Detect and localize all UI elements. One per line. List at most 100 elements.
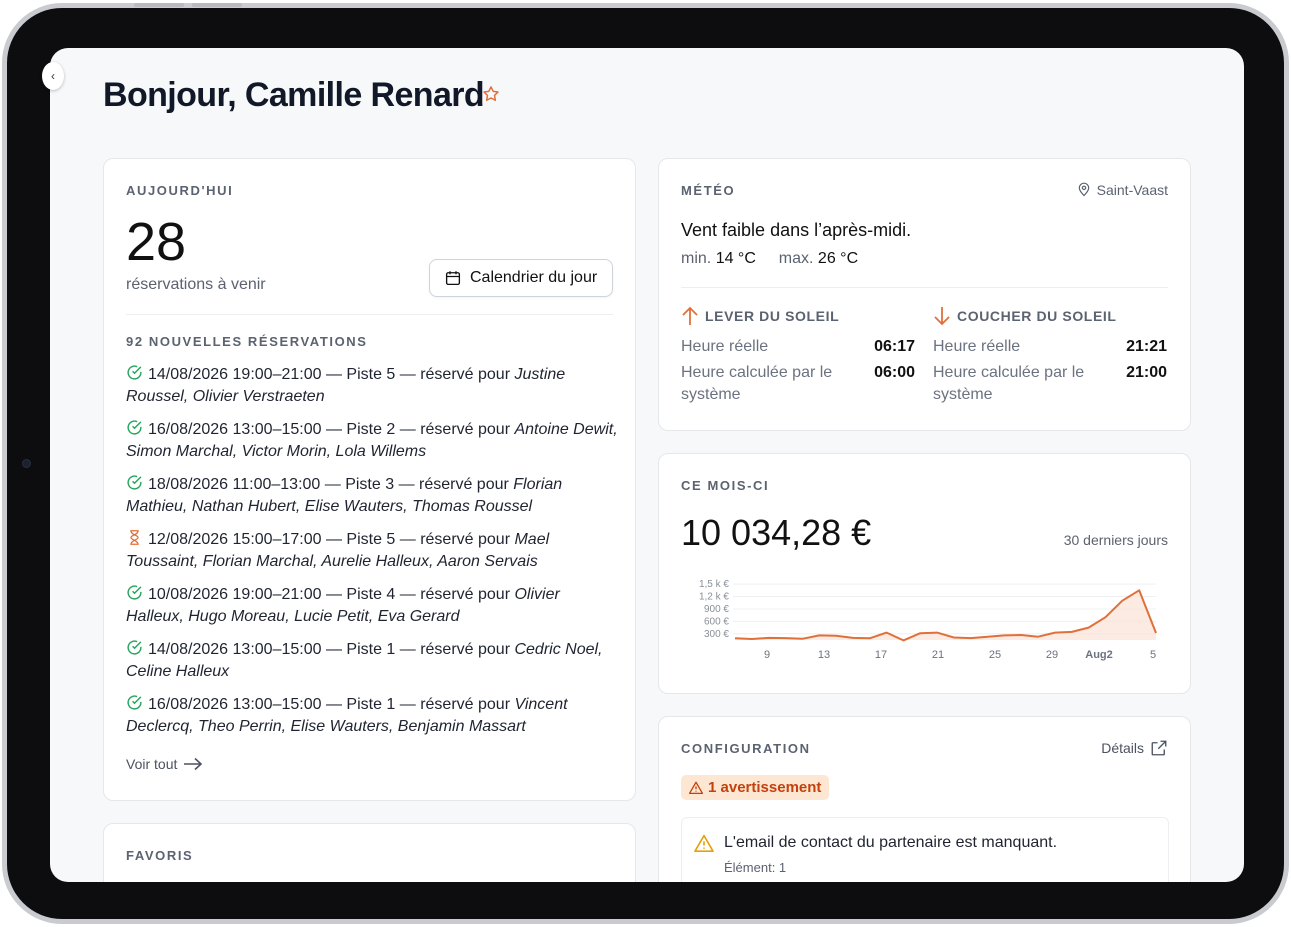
reservation-text: 16/08/2026 13:00–15:00 — Piste 2 — réser… [148,421,515,438]
check-circle-icon [127,420,142,435]
y-tick-label: 600 € [704,616,729,627]
weather-card: MÉTÉO Saint-Vaast Vent faible dans l’apr… [658,158,1191,431]
details-link[interactable]: Détails [1101,739,1168,757]
x-tick-label: 17 [875,649,887,661]
page-title: Bonjour, Camille Renard [103,76,485,114]
y-tick-label: 300 € [704,629,729,640]
chart-line [734,589,1157,642]
x-tick-label: 5 [1150,649,1156,661]
sunset-calc-label: Heure calculée par le système [933,364,1085,403]
reservation-text: 10/08/2026 19:00–21:00 — Piste 4 — réser… [148,586,515,603]
see-all-label: Voir tout [126,756,178,772]
max-value: 26 °C [817,250,859,267]
reservation-text: 14/08/2026 13:00–15:00 — Piste 1 — réser… [148,641,515,658]
favorites-card: FAVORIS [103,823,636,882]
y-tick-label: 1,2 k € [699,592,729,603]
reservation-count-caption: réservations à venir [126,276,266,293]
reservation-names: Vincent Declercq, Theo Perrin, Elise Wau… [126,696,568,735]
reservation-text: 12/08/2026 15:00–17:00 — Piste 5 — réser… [148,531,515,548]
max-label: max. [778,250,814,267]
check-circle-icon [127,365,142,380]
sunrise-section: LEVER DU SOLEIL Heure réelle 06:17 Heure … [681,306,915,410]
reservation-item[interactable]: 14/08/2026 13:00–15:00 — Piste 1 — réser… [126,639,621,683]
new-reservations-label: 92 NOUVELLES RÉSERVATIONS [126,334,368,349]
external-link-icon [1151,740,1167,756]
arrow-down-icon [934,307,950,326]
reservation-names: Cedric Noel, Celine Halleux [126,641,603,680]
day-calendar-label: Calendrier du jour [470,269,598,286]
check-circle-icon [127,585,142,600]
sunset-actual-label: Heure réelle [933,338,1021,355]
divider [126,314,613,315]
sunset-calc: 21:00 [1126,364,1167,381]
arrow-up-icon [682,306,698,325]
warning-icon [689,781,703,794]
warning-icon [694,834,714,852]
x-tick-label: 9 [764,649,770,661]
screen: Bonjour, Camille Renard AUJOURD'HUI 28 r… [50,48,1244,882]
reservation-names: Florian Mathieu, Nathan Hubert, Elise Wa… [126,476,563,515]
warning-message: L'email de contact du partenaire est man… [724,834,1058,851]
sunrise-actual: 06:17 [874,338,915,355]
reservation-names: Olivier Halleux, Hugo Moreau, Lucie Peti… [126,586,560,625]
y-tick-label: 1,5 k € [699,579,729,590]
y-tick-label: 900 € [704,604,729,615]
check-circle-icon [127,475,142,490]
reservation-item[interactable]: 16/08/2026 13:00–15:00 — Piste 1 — réser… [126,694,621,738]
location-name: Saint-Vaast [1096,181,1168,198]
revenue-chart: 1,5 k € 1,2 k €900 €600 € 300 € 9 13 17 21 25 29… [699,579,1157,661]
reservation-list: 14/08/2026 19:00–21:00 — Piste 5 — réser… [126,364,621,749]
warning-item: L'email de contact du partenaire est man… [681,817,1169,882]
x-tick-label: Aug2 [1085,649,1113,661]
details-label: Détails [1101,740,1144,756]
chart-area [735,590,1156,641]
month-label: CE MOIS-CI [681,478,770,493]
camera [22,459,31,468]
check-circle-icon [127,640,142,655]
favorites-label: FAVORIS [126,848,194,863]
min-label: min. [681,250,712,267]
day-calendar-button[interactable]: Calendrier du jour [429,259,613,297]
sunrise-calc: 06:00 [874,364,915,381]
reservation-item[interactable]: 14/08/2026 19:00–21:00 — Piste 5 — réser… [126,364,621,408]
reservation-text: 18/08/2026 11:00–13:00 — Piste 3 — réser… [148,476,514,493]
sunrise-calc-label: Heure calculée par le système [681,364,833,403]
warning-badge-label: 1 avertissement [708,779,822,796]
reservation-item[interactable]: 10/08/2026 19:00–21:00 — Piste 4 — réser… [126,584,621,628]
reservation-item[interactable]: 16/08/2026 13:00–15:00 — Piste 2 — réser… [126,419,621,463]
location: Saint-Vaast [1076,181,1168,198]
weather-label: MÉTÉO [681,183,736,198]
divider [681,287,1168,288]
reservation-count: 28 [126,212,187,272]
temperature-range: min. 14 °C max. 26 °C [681,250,858,268]
month-card: CE MOIS-CI 10 034,28 € 30 derniers jours… [658,453,1191,694]
reservation-names: Mael Toussaint, Florian Marchal, Aurelie… [126,531,550,570]
reservation-text: 14/08/2026 19:00–21:00 — Piste 5 — réser… [148,366,515,383]
hardware-button [134,3,184,7]
hourglass-icon [130,530,139,545]
reservation-item[interactable]: 12/08/2026 15:00–17:00 — Piste 5 — réser… [126,529,621,573]
configuration-card: CONFIGURATION Détails 1 avertissement L'… [658,716,1191,882]
period-label: 30 derniers jours [1063,532,1168,548]
weather-summary: Vent faible dans l’après-midi. [681,220,912,240]
sunrise-actual-label: Heure réelle [681,338,769,355]
warning-badge: 1 avertissement [681,775,830,800]
reservation-names: Antoine Dewit, Simon Marchal, Victor Mor… [126,421,618,460]
x-tick-label: 25 [989,649,1001,661]
revenue-amount: 10 034,28 € [681,512,872,553]
min-value: 14 °C [715,250,756,267]
location-pin-icon [1078,182,1089,197]
see-all-link[interactable]: Voir tout [126,756,203,772]
x-tick-label: 29 [1046,649,1058,661]
arrow-right-icon [184,757,203,771]
favorite-star-icon[interactable] [481,84,501,104]
today-label: AUJOURD'HUI [126,183,234,198]
back-icon[interactable]: ‹ [42,62,64,90]
warning-element: Élément: 1 [724,860,787,875]
sunset-actual: 21:21 [1126,338,1167,355]
hardware-button [192,3,242,7]
x-tick-label: 21 [932,649,944,661]
reservation-text: 16/08/2026 13:00–15:00 — Piste 1 — réser… [148,696,515,713]
reservation-item[interactable]: 18/08/2026 11:00–13:00 — Piste 3 — réser… [126,474,621,518]
calendar-icon [445,271,461,286]
